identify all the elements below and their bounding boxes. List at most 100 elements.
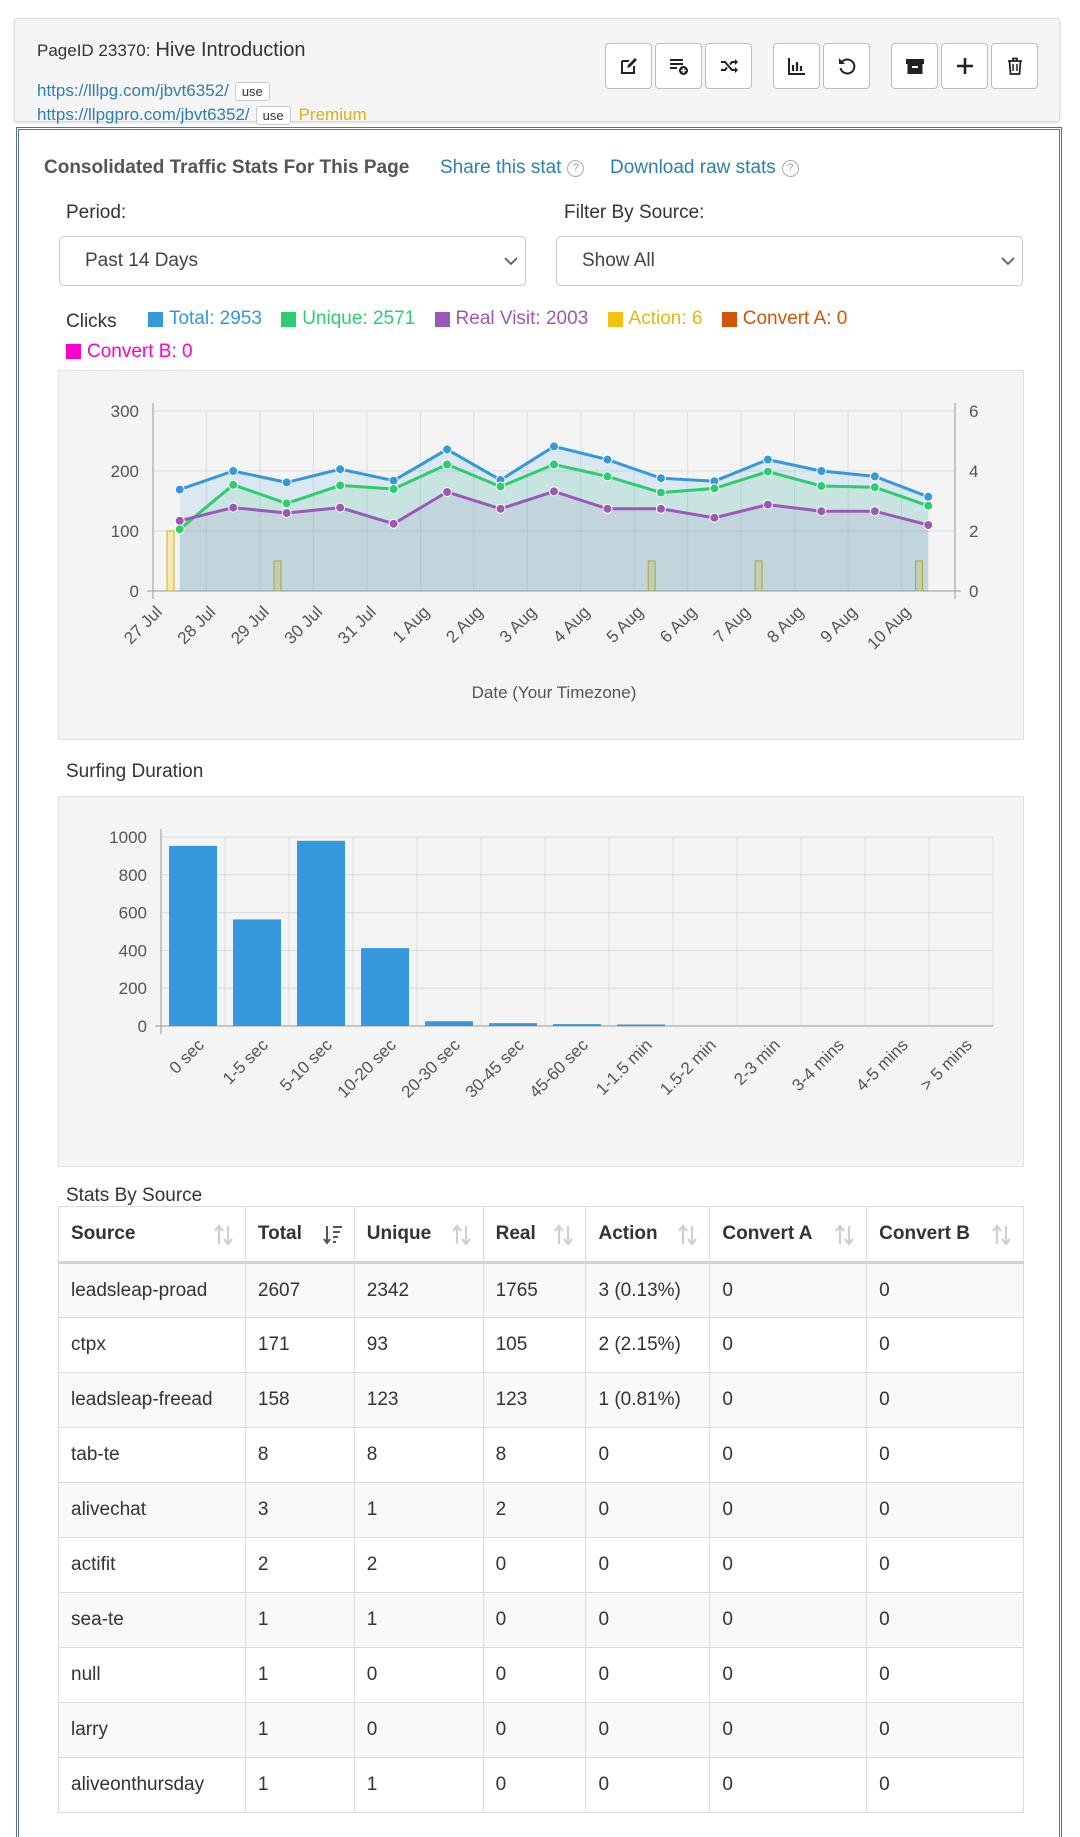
data-point[interactable] <box>388 484 399 494</box>
data-point[interactable] <box>388 475 399 486</box>
data-point[interactable] <box>602 503 613 514</box>
data-point[interactable] <box>549 459 559 470</box>
data-point[interactable] <box>869 506 880 517</box>
duration-bar[interactable] <box>297 840 345 1026</box>
legend-item-action[interactable]: Action: 6 <box>607 304 702 334</box>
data-point[interactable] <box>816 506 827 517</box>
y2-tick-label: 2 <box>969 522 978 541</box>
edit-button[interactable] <box>605 43 652 89</box>
data-point[interactable] <box>923 500 934 511</box>
legend-item-total[interactable]: Total: 2953 <box>147 304 262 334</box>
duration-bar[interactable] <box>617 1024 665 1026</box>
x-tick-label: 6 Aug <box>656 602 700 646</box>
data-point[interactable] <box>228 466 239 476</box>
duration-bar[interactable] <box>425 1021 473 1026</box>
data-point[interactable] <box>869 482 880 493</box>
add-to-list-button[interactable] <box>655 43 702 89</box>
column-header-label: Real <box>495 1223 536 1244</box>
legend-item-unique[interactable]: Unique: 2571 <box>281 304 415 334</box>
add-button[interactable] <box>941 43 988 89</box>
data-point[interactable] <box>816 481 827 491</box>
y2-tick-label: 4 <box>969 462 978 481</box>
column-header[interactable]: Real <box>482 1206 587 1264</box>
column-header-label: Convert A <box>722 1223 813 1244</box>
period-select[interactable]: Past 14 Days <box>59 236 526 286</box>
table-cell: 0 <box>353 1702 484 1758</box>
data-point[interactable] <box>923 520 934 530</box>
column-header[interactable]: Unique <box>353 1206 484 1264</box>
period-select-value: Past 14 Days <box>85 250 198 271</box>
data-point[interactable] <box>602 454 613 465</box>
data-point[interactable] <box>762 499 773 510</box>
shuffle-button[interactable] <box>705 43 752 89</box>
x-tick-label: 28 Jul <box>174 602 220 648</box>
data-point[interactable] <box>762 454 773 465</box>
x-tick-label: 2 Aug <box>442 602 486 646</box>
data-point[interactable] <box>281 508 292 518</box>
download-raw-stats-link[interactable]: Download raw stats ? <box>610 157 799 179</box>
archive-button[interactable] <box>891 43 938 89</box>
column-header[interactable]: Total <box>244 1206 355 1264</box>
data-point[interactable] <box>228 502 239 513</box>
column-header-label: Total <box>257 1223 302 1244</box>
column-header[interactable]: Convert A <box>709 1206 868 1264</box>
data-point[interactable] <box>281 477 292 488</box>
data-point[interactable] <box>655 487 666 498</box>
y-tick-label: 100 <box>111 522 139 541</box>
help-icon[interactable]: ? <box>567 159 585 177</box>
data-point[interactable] <box>174 484 185 495</box>
legend-item-convert-b[interactable]: Convert B: 0 <box>66 337 193 367</box>
source-filter-select[interactable]: Show All <box>556 236 1023 286</box>
data-point[interactable] <box>281 498 292 509</box>
data-point[interactable] <box>442 459 453 470</box>
duration-bar[interactable] <box>489 1023 537 1026</box>
data-point[interactable] <box>923 491 934 502</box>
duration-bar[interactable] <box>361 948 409 1026</box>
sort-icon <box>451 1224 471 1246</box>
table-cell: 0 <box>866 1647 1024 1703</box>
data-point[interactable] <box>495 481 506 492</box>
data-point[interactable] <box>174 515 185 526</box>
table-cell: 0 <box>482 1702 587 1758</box>
data-point[interactable] <box>335 464 346 475</box>
x-tick-label: 7 Aug <box>710 602 754 646</box>
x-tick-label: 1.5-2 min <box>656 1035 720 1099</box>
stats-button[interactable] <box>773 43 820 89</box>
use-url-1-button[interactable]: use <box>234 81 270 101</box>
help-icon[interactable]: ? <box>781 159 799 177</box>
duration-bar[interactable] <box>169 845 217 1026</box>
page-url-link-2[interactable]: https://llpgpro.com/jbvt6352/ <box>37 105 250 124</box>
data-point[interactable] <box>709 512 720 523</box>
data-point[interactable] <box>228 479 239 490</box>
duration-bar[interactable] <box>553 1024 601 1026</box>
data-point[interactable] <box>549 486 559 497</box>
use-url-2-button[interactable]: use <box>255 105 291 125</box>
duration-bar[interactable] <box>233 919 281 1026</box>
legend-item-convert-a[interactable]: Convert A: 0 <box>721 304 847 334</box>
reset-button[interactable] <box>823 43 870 89</box>
stats-by-source-title: Stats By Source <box>66 1185 203 1206</box>
data-point[interactable] <box>549 441 559 452</box>
x-tick-label: 9 Aug <box>817 602 861 646</box>
data-point[interactable] <box>335 502 346 513</box>
data-point[interactable] <box>602 471 613 482</box>
column-header[interactable]: Convert B <box>866 1206 1024 1264</box>
data-point[interactable] <box>869 471 880 482</box>
data-point[interactable] <box>442 487 453 497</box>
column-header[interactable]: Action <box>585 1206 711 1264</box>
column-header[interactable]: Source <box>58 1206 246 1264</box>
data-point[interactable] <box>709 483 720 494</box>
page-url-link-1[interactable]: https://lllpg.com/jbvt6352/ <box>37 81 229 100</box>
data-point[interactable] <box>174 524 185 535</box>
delete-button[interactable] <box>991 43 1038 89</box>
data-point[interactable] <box>655 473 666 484</box>
share-stat-link[interactable]: Share this stat ? <box>440 157 585 179</box>
data-point[interactable] <box>495 503 506 514</box>
data-point[interactable] <box>442 444 453 455</box>
data-point[interactable] <box>388 518 399 529</box>
legend-item-real-visit[interactable]: Real Visit: 2003 <box>434 304 588 334</box>
data-point[interactable] <box>655 503 666 514</box>
data-point[interactable] <box>762 466 773 477</box>
data-point[interactable] <box>335 480 346 491</box>
data-point[interactable] <box>816 466 827 476</box>
